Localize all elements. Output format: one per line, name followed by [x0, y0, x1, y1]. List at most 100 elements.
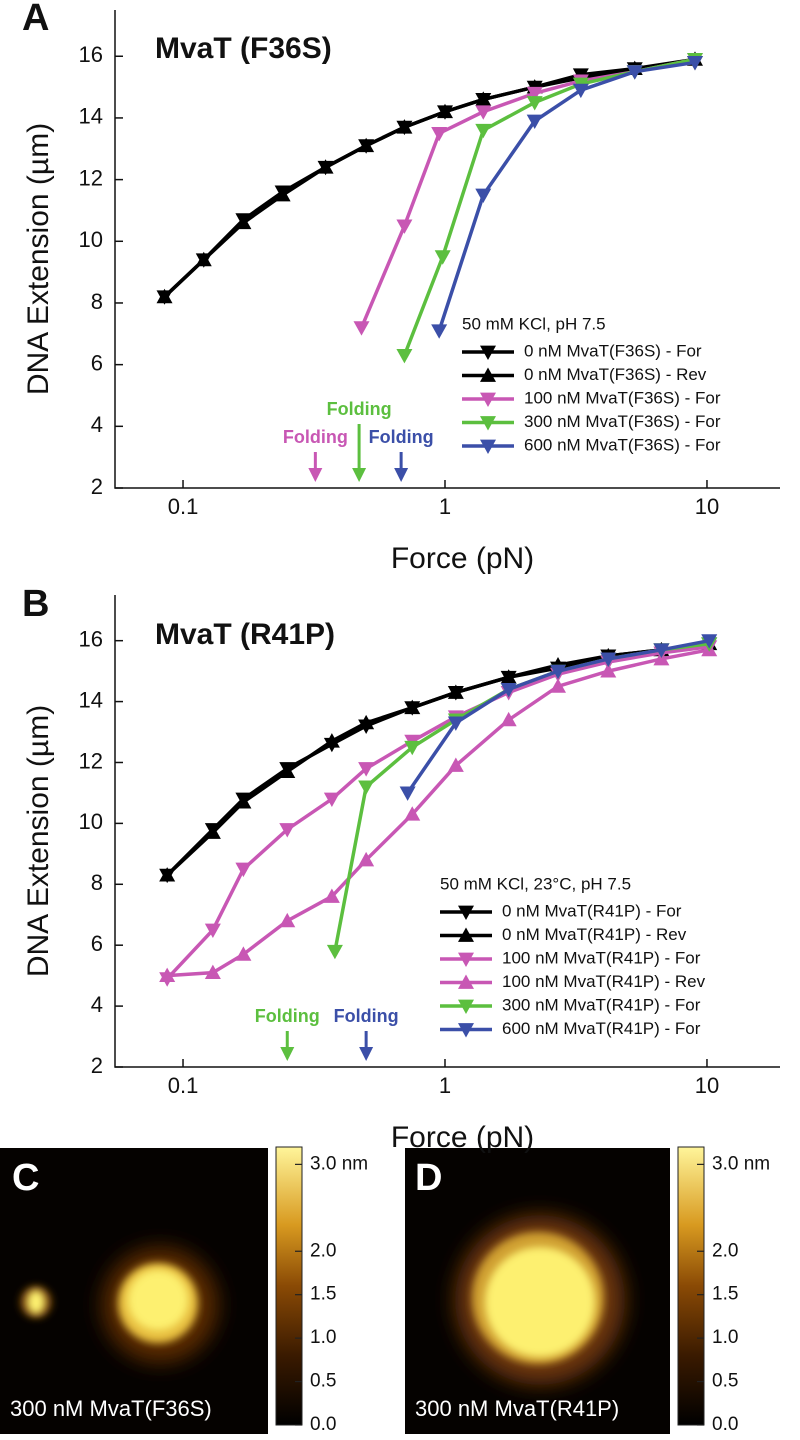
- y-tick-label: 6: [91, 350, 103, 375]
- colorbar-label: 0.0: [310, 1414, 336, 1435]
- y-tick-label: 6: [91, 931, 103, 956]
- data-point: [475, 91, 492, 106]
- arrow-head: [352, 468, 367, 482]
- data-point: [326, 944, 343, 960]
- data-point: [447, 684, 464, 699]
- colorbar-label: 3.0 nm: [712, 1153, 770, 1174]
- data-point: [447, 716, 464, 731]
- data-point: [653, 643, 670, 658]
- legend-marker: [458, 927, 474, 942]
- legend-marker: [458, 952, 474, 967]
- arrow-head: [359, 1047, 374, 1061]
- data-point: [323, 888, 340, 903]
- data-point: [358, 714, 375, 730]
- data-point: [500, 683, 517, 698]
- data-point: [431, 324, 448, 339]
- legend-label: 600 nM MvaT(F36S) - For: [524, 435, 721, 454]
- x-axis-title: Force (pN): [391, 1121, 534, 1154]
- data-point: [358, 762, 375, 777]
- panel-label: A: [22, 0, 49, 39]
- y-tick-label: 16: [79, 626, 103, 651]
- legend-title: 50 mM KCl, 23°C, pH 7.5: [440, 874, 631, 893]
- data-point: [358, 851, 375, 867]
- x-tick-label: 1: [439, 1073, 451, 1098]
- image-caption: 300 nM MvaT(R41P): [415, 1396, 619, 1421]
- y-tick-label: 2: [91, 1053, 103, 1078]
- colorbar-label: 2.0: [310, 1240, 336, 1261]
- y-tick-label: 12: [79, 748, 103, 773]
- y-tick-label: 4: [91, 412, 103, 437]
- series-line: [359, 57, 696, 329]
- data-point: [404, 806, 421, 821]
- legend-marker: [458, 1023, 474, 1038]
- data-point: [159, 867, 176, 882]
- colorbar-label: 1.5: [310, 1284, 336, 1305]
- legend-marker: [458, 974, 474, 989]
- chart-title: MvaT (R41P): [155, 618, 335, 651]
- colorbar-label: 0.0: [712, 1414, 738, 1435]
- colorbar-label: 1.5: [712, 1284, 738, 1305]
- y-tick-label: 10: [79, 809, 103, 834]
- data-point: [274, 187, 291, 202]
- legend-label: 0 nM MvaT(F36S) - For: [524, 341, 702, 360]
- colorbar-label: 3.0 nm: [310, 1153, 368, 1174]
- data-point: [279, 823, 296, 838]
- legend-marker: [480, 416, 496, 431]
- data-point: [159, 967, 176, 983]
- data-point: [358, 137, 375, 153]
- legend-label: 100 nM MvaT(R41P) - For: [502, 948, 701, 967]
- legend-marker: [480, 345, 496, 360]
- colorbar-label: 2.0: [712, 1240, 738, 1261]
- y-tick-label: 8: [91, 870, 103, 895]
- annotation: Folding: [369, 427, 434, 447]
- data-point: [653, 650, 670, 666]
- data-point: [396, 119, 413, 134]
- legend-marker: [458, 999, 474, 1014]
- data-point: [204, 824, 221, 839]
- panel-label: C: [12, 1157, 39, 1199]
- data-point: [626, 65, 643, 80]
- data-point: [475, 105, 492, 120]
- colorbar-label: 1.0: [310, 1327, 336, 1348]
- colorbar: [275, 1146, 303, 1426]
- legend-label: 0 nM MvaT(R41P) - For: [502, 901, 682, 920]
- series-line: [165, 641, 710, 877]
- data-point: [323, 733, 340, 748]
- data-point: [204, 964, 221, 979]
- arrow-head: [308, 468, 323, 482]
- data-point: [353, 321, 370, 336]
- chart-title: MvaT (F36S): [155, 32, 332, 65]
- x-tick-label: 1: [439, 494, 451, 519]
- colorbar-label: 0.5: [310, 1371, 336, 1392]
- data-point: [686, 56, 703, 71]
- annotation: Folding: [334, 1006, 399, 1026]
- x-tick-label: 0.1: [168, 1073, 199, 1098]
- data-point: [447, 757, 464, 772]
- y-axis-title: DNA Extension (µm): [22, 123, 55, 395]
- data-point: [156, 288, 173, 304]
- legend-marker: [458, 905, 474, 920]
- afm-image: [405, 1148, 670, 1434]
- legend-label: 100 nM MvaT(F36S) - For: [524, 388, 721, 407]
- data-point: [279, 763, 296, 779]
- legend-label: 100 nM MvaT(R41P) - Rev: [502, 972, 706, 991]
- data-point: [550, 678, 567, 693]
- afm-image: [0, 1148, 268, 1434]
- legend-label: 0 nM MvaT(R41P) - Rev: [502, 925, 687, 944]
- legend-marker: [480, 392, 496, 407]
- y-tick-label: 10: [79, 227, 103, 252]
- y-tick-label: 2: [91, 474, 103, 499]
- y-tick-label: 4: [91, 992, 103, 1017]
- data-point: [500, 711, 517, 727]
- series-line: [437, 60, 696, 332]
- y-tick-label: 16: [79, 42, 103, 67]
- colorbar: [677, 1146, 705, 1426]
- y-tick-label: 8: [91, 289, 103, 314]
- data-point: [279, 912, 296, 928]
- legend-label: 0 nM MvaT(F36S) - Rev: [524, 365, 707, 384]
- panel-label: D: [415, 1157, 442, 1199]
- data-point: [526, 96, 543, 111]
- panel-label: B: [22, 583, 49, 625]
